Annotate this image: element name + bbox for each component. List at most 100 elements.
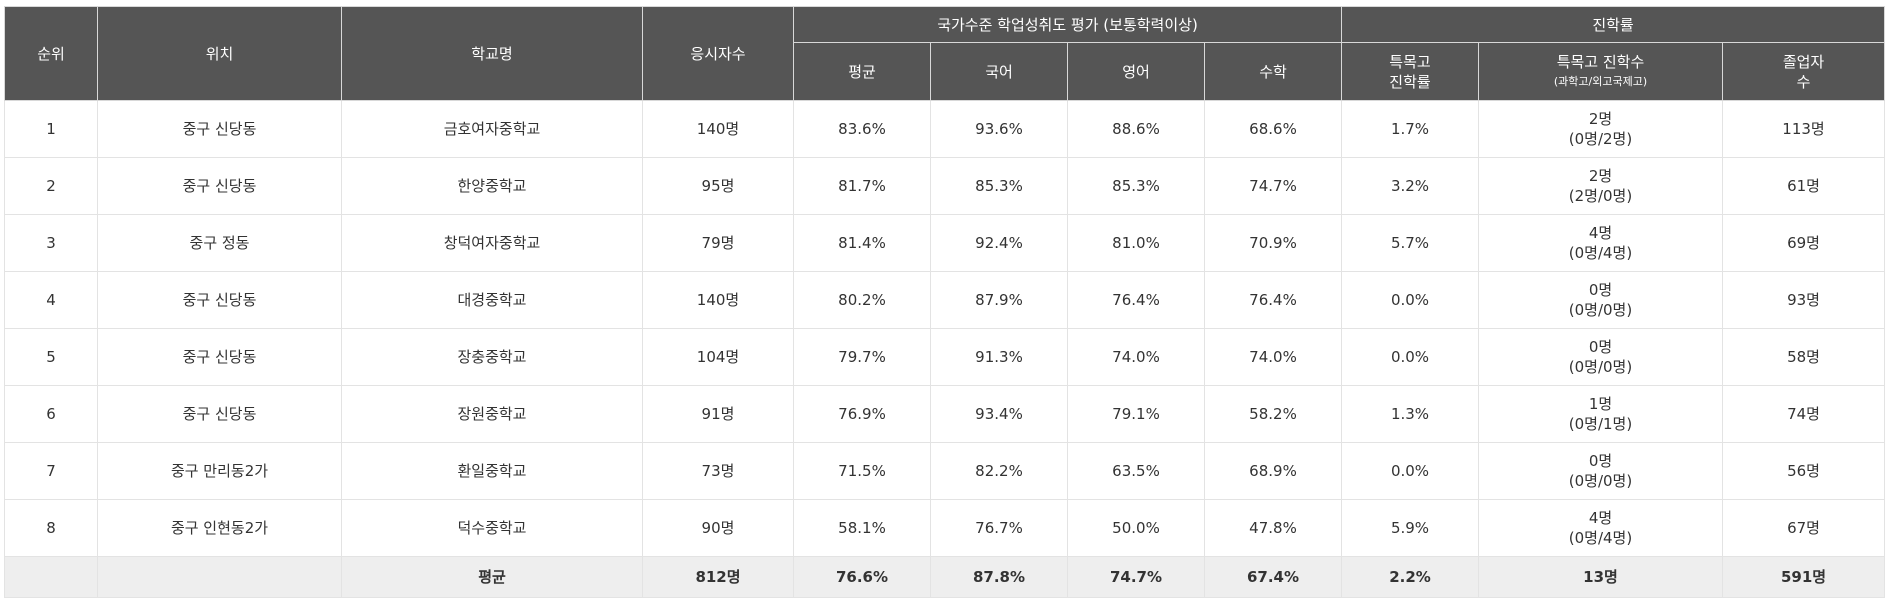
average-score-cell: 71.5% bbox=[793, 442, 931, 500]
math-score-cell: 58.2% bbox=[1204, 385, 1342, 443]
rank-cell: 6 bbox=[4, 385, 98, 443]
special-count-breakdown: (0명/0명) bbox=[1568, 358, 1633, 376]
special-count-total: 2명 bbox=[1588, 167, 1613, 185]
table-row: 3 중구 정동 창덕여자중학교 79명 81.4% 92.4% 81.0% 70.9% 5.7%… bbox=[4, 214, 1886, 272]
location-cell: 중구 신당동 bbox=[97, 385, 342, 443]
table-header: 순위 위치 학교명 응시자수 국가수준 학업성취도 평가 (보통학력이상) 진학… bbox=[4, 6, 1886, 101]
table-row: 5 중구 신당동 장충중학교 104명 79.7% 91.3% 74.0% 74.0% 0.0%… bbox=[4, 328, 1886, 386]
header-national-assessment-group: 국가수준 학업성취도 평가 (보통학력이상) bbox=[793, 6, 1342, 43]
school-name-cell: 덕수중학교 bbox=[341, 499, 643, 557]
average-examinees: 812명 bbox=[642, 556, 794, 598]
header-korean: 국어 bbox=[930, 42, 1068, 101]
korean-score-cell: 87.9% bbox=[930, 271, 1068, 329]
korean-score-cell: 85.3% bbox=[930, 157, 1068, 215]
examinees-cell: 104명 bbox=[642, 328, 794, 386]
examinees-cell: 90명 bbox=[642, 499, 794, 557]
special-count-total: 0명 bbox=[1588, 281, 1613, 299]
average-score-cell: 80.2% bbox=[793, 271, 931, 329]
average-graduates: 591명 bbox=[1721, 556, 1886, 598]
location-cell: 중구 인현동2가 bbox=[97, 499, 342, 557]
math-score-cell: 70.9% bbox=[1204, 214, 1342, 272]
average-avg: 76.6% bbox=[793, 556, 931, 598]
table-row: 1 중구 신당동 금호여자중학교 140명 83.6% 93.6% 88.6% 68.6% 1.… bbox=[4, 100, 1886, 158]
average-korean: 87.8% bbox=[930, 556, 1068, 598]
special-count-cell: 4명 (0명/4명) bbox=[1478, 214, 1723, 272]
rank-cell: 5 bbox=[4, 328, 98, 386]
header-rank: 순위 bbox=[4, 6, 98, 101]
location-cell: 중구 만리동2가 bbox=[97, 442, 342, 500]
math-score-cell: 74.7% bbox=[1204, 157, 1342, 215]
average-score-cell: 81.7% bbox=[793, 157, 931, 215]
header-graduates: 졸업자 수 bbox=[1721, 42, 1886, 101]
location-cell: 중구 신당동 bbox=[97, 100, 342, 158]
school-ranking-table: 순위 위치 학교명 응시자수 국가수준 학업성취도 평가 (보통학력이상) 진학… bbox=[4, 6, 1886, 598]
special-count-breakdown: (0명/0명) bbox=[1568, 301, 1633, 319]
special-count-cell: 4명 (0명/4명) bbox=[1478, 499, 1723, 557]
graduates-cell: 113명 bbox=[1721, 100, 1886, 158]
korean-score-cell: 93.6% bbox=[930, 100, 1068, 158]
header-row-1: 순위 위치 학교명 응시자수 국가수준 학업성취도 평가 (보통학력이상) 진학… bbox=[4, 6, 1886, 101]
school-name-cell: 장원중학교 bbox=[341, 385, 643, 443]
korean-score-cell: 76.7% bbox=[930, 499, 1068, 557]
examinees-cell: 79명 bbox=[642, 214, 794, 272]
special-count-total: 4명 bbox=[1588, 224, 1613, 242]
english-score-cell: 85.3% bbox=[1067, 157, 1205, 215]
special-count-breakdown: (2명/0명) bbox=[1568, 187, 1633, 205]
rank-cell: 1 bbox=[4, 100, 98, 158]
header-special-count-note: (과학고/외고국제고) bbox=[1553, 74, 1648, 88]
table-row: 8 중구 인현동2가 덕수중학교 90명 58.1% 76.7% 50.0% 47.8% 5.9… bbox=[4, 499, 1886, 557]
english-score-cell: 50.0% bbox=[1067, 499, 1205, 557]
rank-cell: 3 bbox=[4, 214, 98, 272]
rank-cell: 4 bbox=[4, 271, 98, 329]
location-cell: 중구 신당동 bbox=[97, 157, 342, 215]
special-count-cell: 2명 (0명/2명) bbox=[1478, 100, 1723, 158]
special-rate-cell: 0.0% bbox=[1341, 442, 1479, 500]
header-math: 수학 bbox=[1204, 42, 1342, 101]
table-body: 1 중구 신당동 금호여자중학교 140명 83.6% 93.6% 88.6% 68.6% 1.… bbox=[4, 100, 1886, 598]
examinees-cell: 73명 bbox=[642, 442, 794, 500]
average-row: 평균 812명 76.6% 87.8% 74.7% 67.4% 2.2% 13명… bbox=[4, 556, 1886, 598]
header-special-count-line1: 특목고 진학수 bbox=[1556, 52, 1645, 71]
graduates-cell: 93명 bbox=[1721, 271, 1886, 329]
header-location: 위치 bbox=[97, 6, 342, 101]
average-label: 평균 bbox=[341, 556, 643, 598]
average-rank-cell bbox=[4, 556, 98, 598]
header-graduates-line2: 수 bbox=[1796, 72, 1811, 91]
graduates-cell: 74명 bbox=[1721, 385, 1886, 443]
average-math: 67.4% bbox=[1204, 556, 1342, 598]
graduates-cell: 69명 bbox=[1721, 214, 1886, 272]
special-rate-cell: 5.9% bbox=[1341, 499, 1479, 557]
header-special-rate-line2: 진학률 bbox=[1389, 72, 1431, 91]
location-cell: 중구 정동 bbox=[97, 214, 342, 272]
math-score-cell: 47.8% bbox=[1204, 499, 1342, 557]
math-score-cell: 74.0% bbox=[1204, 328, 1342, 386]
special-count-breakdown: (0명/2명) bbox=[1568, 130, 1633, 148]
special-rate-cell: 1.3% bbox=[1341, 385, 1479, 443]
special-rate-cell: 5.7% bbox=[1341, 214, 1479, 272]
special-count-cell: 1명 (0명/1명) bbox=[1478, 385, 1723, 443]
korean-score-cell: 93.4% bbox=[930, 385, 1068, 443]
average-score-cell: 58.1% bbox=[793, 499, 931, 557]
special-count-total: 2명 bbox=[1588, 110, 1613, 128]
header-average: 평균 bbox=[793, 42, 931, 101]
average-score-cell: 79.7% bbox=[793, 328, 931, 386]
average-score-cell: 83.6% bbox=[793, 100, 931, 158]
header-examinees: 응시자수 bbox=[642, 6, 794, 101]
school-name-cell: 금호여자중학교 bbox=[341, 100, 643, 158]
table-row: 2 중구 신당동 한양중학교 95명 81.7% 85.3% 85.3% 74.7% 3.2% 2… bbox=[4, 157, 1886, 215]
special-rate-cell: 0.0% bbox=[1341, 328, 1479, 386]
english-score-cell: 88.6% bbox=[1067, 100, 1205, 158]
special-count-total: 4명 bbox=[1588, 509, 1613, 527]
special-count-total: 0명 bbox=[1588, 338, 1613, 356]
examinees-cell: 95명 bbox=[642, 157, 794, 215]
rank-cell: 8 bbox=[4, 499, 98, 557]
average-special-count: 13명 bbox=[1478, 556, 1723, 598]
location-cell: 중구 신당동 bbox=[97, 271, 342, 329]
math-score-cell: 68.6% bbox=[1204, 100, 1342, 158]
english-score-cell: 81.0% bbox=[1067, 214, 1205, 272]
school-name-cell: 창덕여자중학교 bbox=[341, 214, 643, 272]
special-count-cell: 0명 (0명/0명) bbox=[1478, 271, 1723, 329]
header-graduates-line1: 졸업자 bbox=[1782, 52, 1825, 71]
graduates-cell: 56명 bbox=[1721, 442, 1886, 500]
table-row: 4 중구 신당동 대경중학교 140명 80.2% 87.9% 76.4% 76.4% 0.0%… bbox=[4, 271, 1886, 329]
